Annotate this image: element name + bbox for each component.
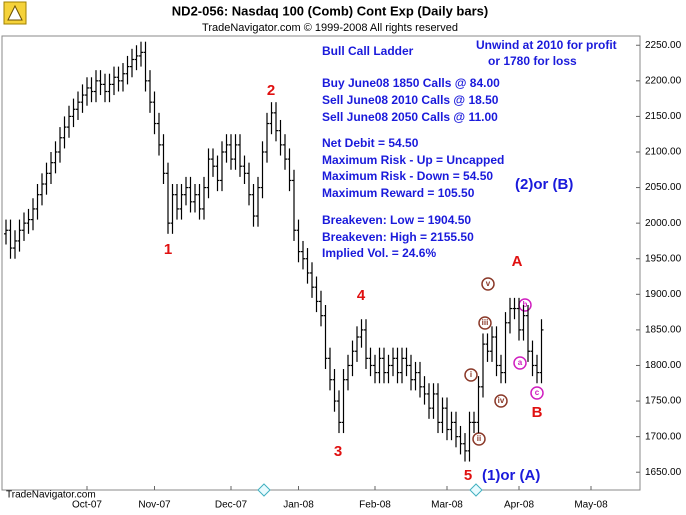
annotation: Breakeven: High = 2155.50 <box>322 230 474 244</box>
y-tick-label: 2000.00 <box>645 218 682 229</box>
abc-label: b <box>523 300 528 309</box>
subwave-label: ii <box>477 434 481 443</box>
annotation: or 1780 for loss <box>488 54 577 68</box>
annotation: Maximum Reward = 105.50 <box>322 186 475 200</box>
source: TradeNavigator.com <box>6 490 96 501</box>
y-tick-label: 2200.00 <box>645 75 682 86</box>
event-icons <box>257 483 483 497</box>
y-tick-label: 2150.00 <box>645 111 682 122</box>
abc-label: c <box>535 388 540 397</box>
annotation: Bull Call Ladder <box>322 44 414 58</box>
wave-label: 3 <box>334 443 342 460</box>
y-tick-label: 1700.00 <box>645 431 682 442</box>
annotation: Breakeven: Low = 1904.50 <box>322 213 471 227</box>
wave-label: 2 <box>267 82 275 99</box>
plot-frame <box>1 35 641 491</box>
x-tick-label: Jan-08 <box>283 500 314 511</box>
x-tick-label: Mar-08 <box>431 500 463 511</box>
chart-subtitle: TradeNavigator.com © 1999-2008 All right… <box>202 22 458 34</box>
subwave-label: v <box>486 279 491 288</box>
y-tick-label: 2250.00 <box>645 40 682 51</box>
abc-label: a <box>518 358 523 367</box>
x-tick-label: Oct-07 <box>72 500 102 511</box>
logo <box>3 1 27 25</box>
y-tick-label: 1950.00 <box>645 253 682 264</box>
annotation: Sell June08 2010 Calls @ 18.50 <box>322 93 499 107</box>
annotation: Implied Vol. = 24.6% <box>322 246 436 260</box>
abc-markers <box>513 298 544 400</box>
y-tick-label: 2050.00 <box>645 182 682 193</box>
alt-count: (2)or (B) <box>515 176 573 193</box>
y-tick-label: 2100.00 <box>645 147 682 158</box>
annotation: Maximum Risk - Up = Uncapped <box>322 153 504 167</box>
x-tick-label: Nov-07 <box>138 500 171 511</box>
y-tick-label: 1750.00 <box>645 396 682 407</box>
y-tick-label: 1900.00 <box>645 289 682 300</box>
subwave-label: i <box>470 370 472 379</box>
wave-label: 1 <box>164 241 172 258</box>
annotation: Maximum Risk - Down = 54.50 <box>322 169 493 183</box>
chart-title: ND2-056: Nasdaq 100 (Comb) Cont Exp (Dai… <box>172 3 488 18</box>
wave-label: A <box>512 253 523 270</box>
x-tick-label: May-08 <box>574 500 608 511</box>
wave-label: 4 <box>357 287 366 304</box>
x-tick-label: Dec-07 <box>215 500 248 511</box>
wave-label: B <box>532 404 543 421</box>
y-tick-label: 1650.00 <box>645 467 682 478</box>
subwave-label: iv <box>498 396 505 405</box>
x-tick-label: Feb-08 <box>359 500 391 511</box>
subwave-label: iii <box>482 318 489 327</box>
annotation: Unwind at 2010 for profit <box>476 38 617 52</box>
annotation: Sell June08 2050 Calls @ 11.00 <box>322 110 498 124</box>
annotation: Buy June08 1850 Calls @ 84.00 <box>322 76 500 90</box>
subwave-markers <box>464 277 508 446</box>
annotation: Net Debit = 54.50 <box>322 136 419 150</box>
y-tick-label: 1850.00 <box>645 325 682 336</box>
alt-count: (1)or (A) <box>482 467 540 484</box>
x-tick-label: Apr-08 <box>504 500 534 511</box>
y-tick-label: 1800.00 <box>645 360 682 371</box>
wave-label: 5 <box>464 467 472 484</box>
